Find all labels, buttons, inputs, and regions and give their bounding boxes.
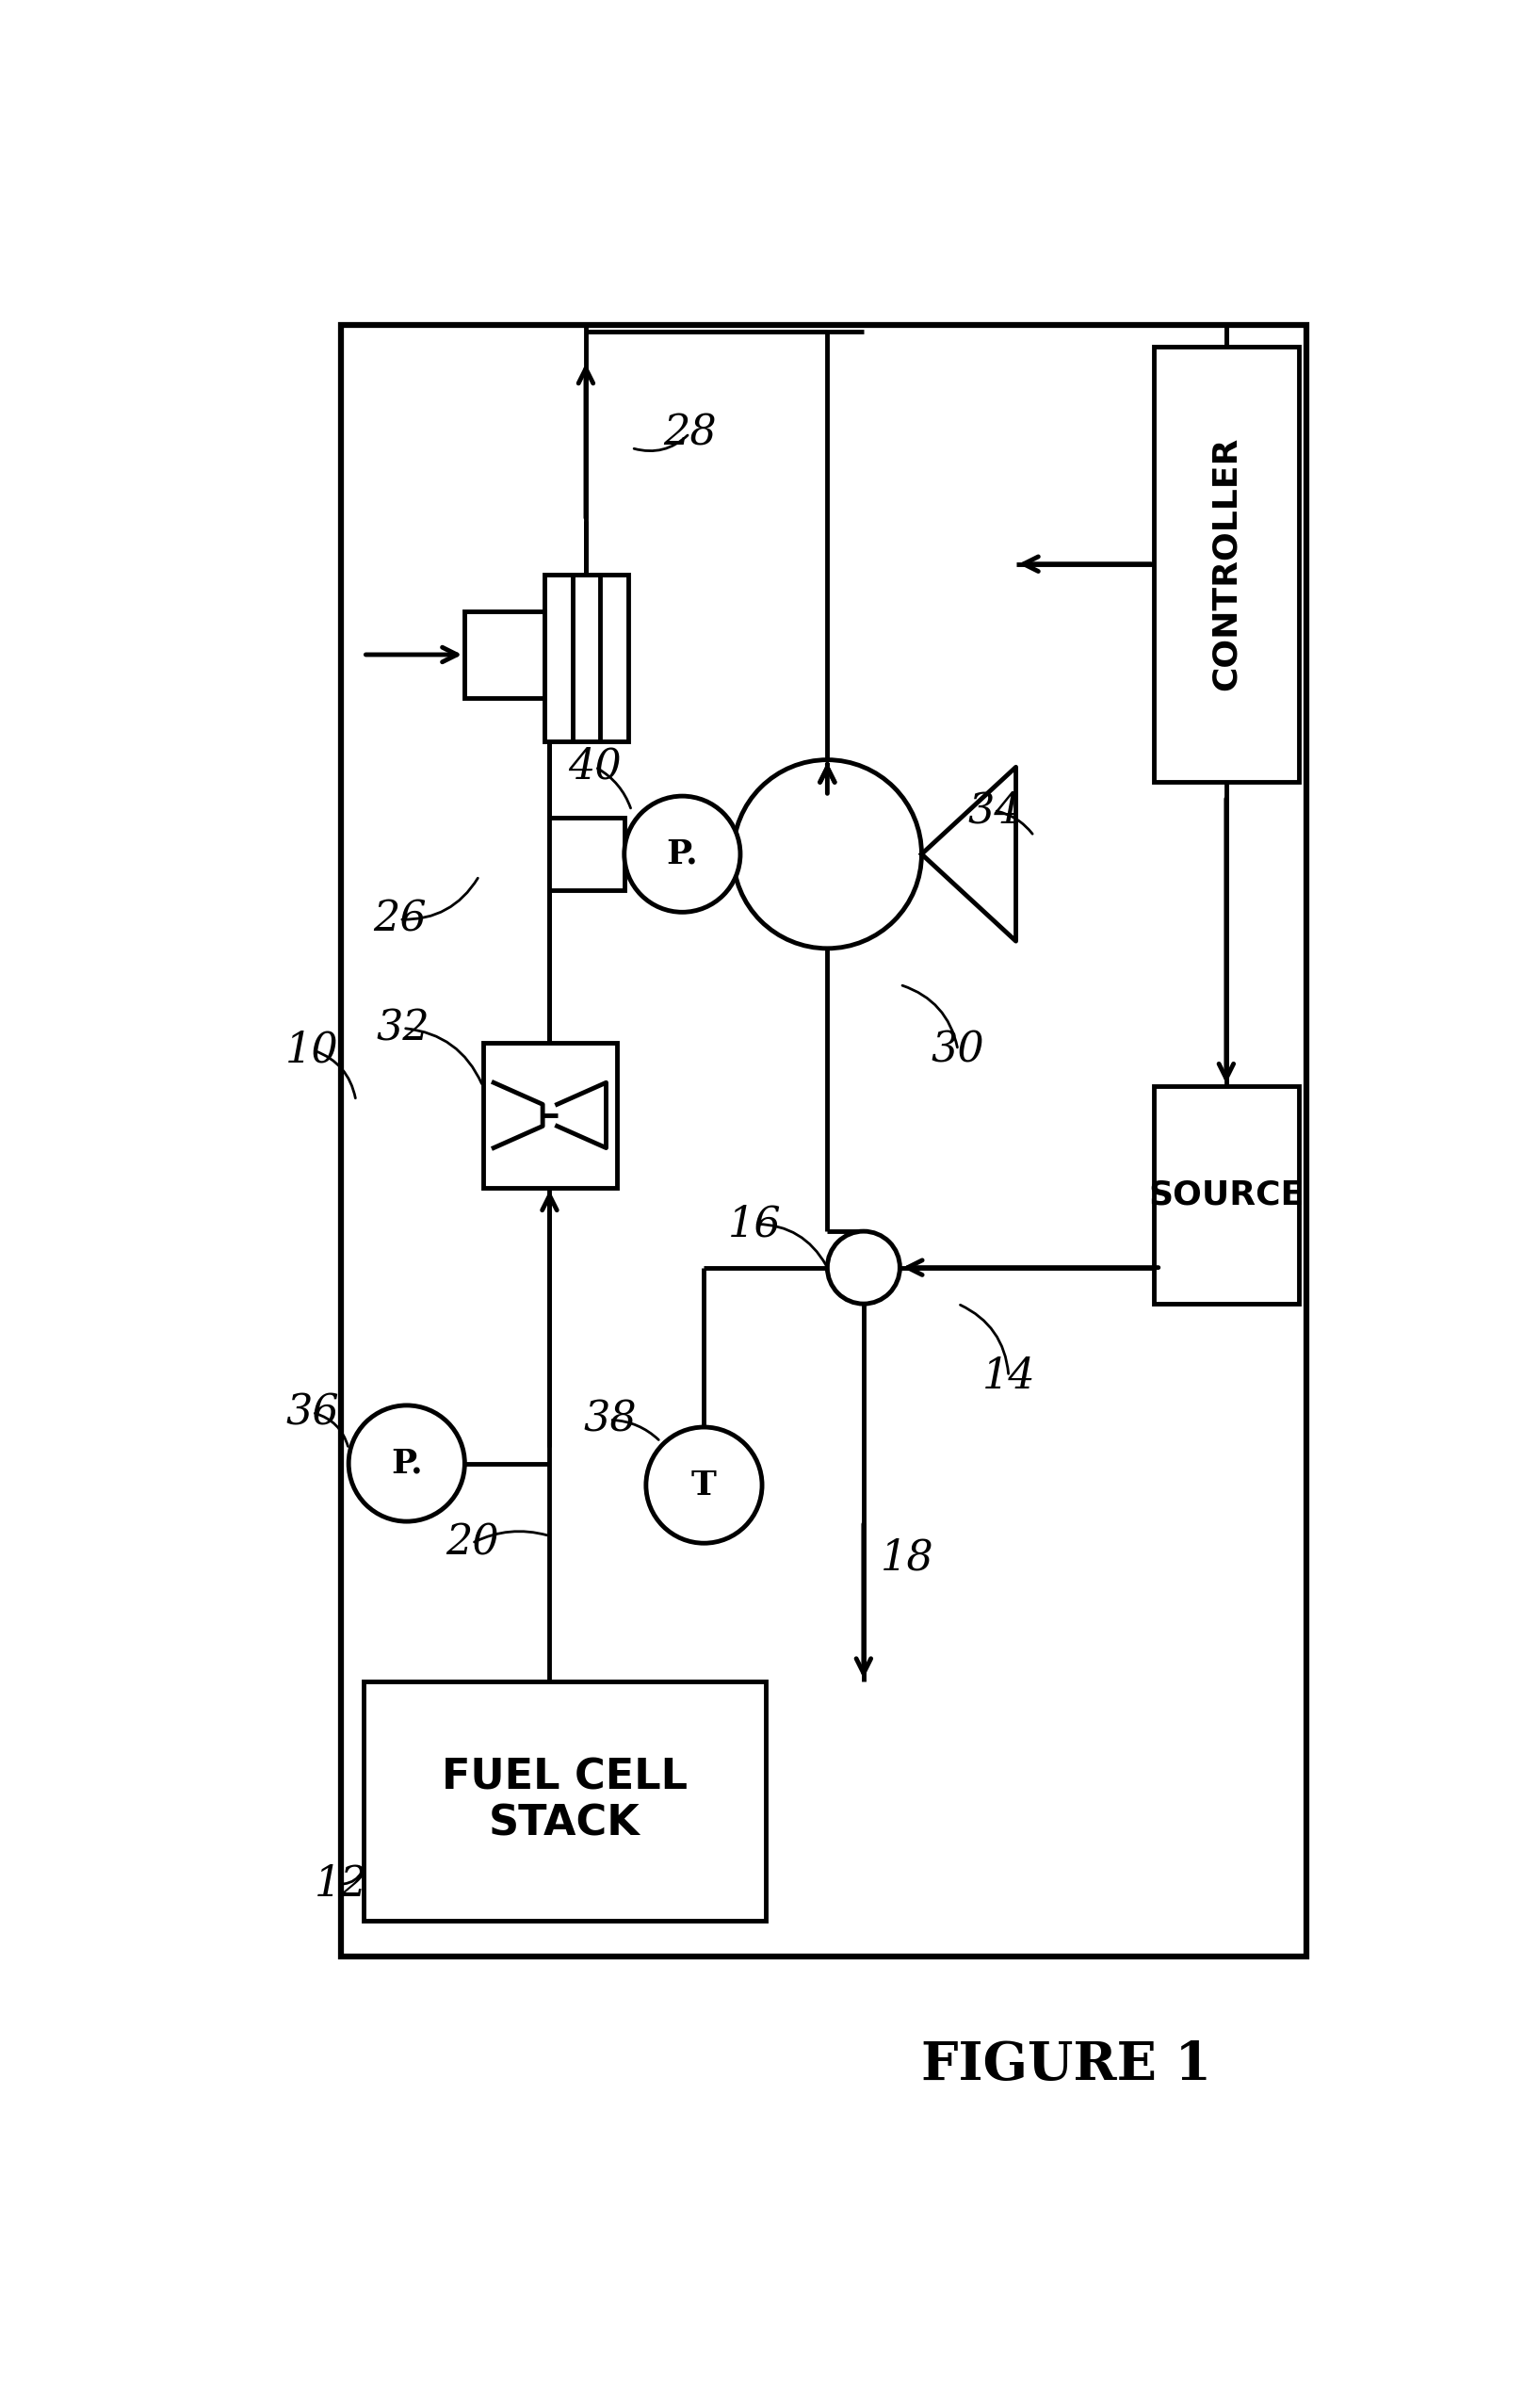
Bar [484, 1043, 618, 1187]
Text: 12: 12 [314, 1865, 368, 1906]
Polygon shape [921, 767, 1016, 942]
FancyArrowPatch shape [474, 1531, 547, 1543]
FancyArrowPatch shape [961, 1305, 1009, 1375]
Text: 16: 16 [728, 1204, 781, 1245]
FancyArrowPatch shape [343, 1872, 362, 1884]
Text: SOURCE: SOURCE [1149, 1180, 1304, 1211]
Text: P.: P. [391, 1447, 422, 1480]
Text: P.: P. [667, 839, 698, 870]
Circle shape [827, 1230, 899, 1305]
Bar [1153, 1086, 1298, 1305]
Text: 38: 38 [584, 1399, 636, 1439]
Bar [545, 574, 628, 743]
Circle shape [624, 795, 741, 913]
FancyArrowPatch shape [598, 769, 631, 807]
Text: 28: 28 [662, 413, 716, 454]
Text: 14: 14 [983, 1355, 1035, 1396]
Text: 30: 30 [932, 1028, 984, 1069]
FancyArrowPatch shape [634, 435, 688, 452]
Bar [1153, 346, 1298, 781]
FancyArrowPatch shape [613, 1420, 659, 1439]
FancyArrowPatch shape [758, 1223, 825, 1266]
Text: 36: 36 [285, 1391, 339, 1432]
FancyArrowPatch shape [402, 877, 477, 920]
Text: 32: 32 [376, 1007, 430, 1048]
FancyArrowPatch shape [902, 985, 958, 1048]
Bar [550, 817, 624, 892]
Bar [363, 1682, 765, 1920]
Bar [342, 324, 1306, 1956]
Text: T: T [691, 1468, 716, 1502]
Text: CONTROLLER: CONTROLLER [1210, 437, 1243, 690]
Bar [465, 610, 545, 699]
Text: 40: 40 [568, 747, 622, 788]
Circle shape [348, 1406, 465, 1521]
Text: FUEL CELL
STACK: FUEL CELL STACK [442, 1757, 687, 1846]
FancyArrowPatch shape [405, 1028, 482, 1084]
FancyArrowPatch shape [314, 1050, 356, 1098]
FancyArrowPatch shape [314, 1413, 348, 1447]
Circle shape [733, 759, 921, 949]
Text: 26: 26 [373, 899, 427, 940]
Text: 10: 10 [285, 1028, 339, 1069]
Text: 18: 18 [881, 1538, 933, 1579]
Text: 20: 20 [445, 1524, 499, 1564]
Circle shape [645, 1427, 762, 1543]
FancyArrowPatch shape [996, 812, 1032, 834]
Text: 34: 34 [967, 791, 1021, 831]
Text: FIGURE 1: FIGURE 1 [921, 2040, 1212, 2091]
